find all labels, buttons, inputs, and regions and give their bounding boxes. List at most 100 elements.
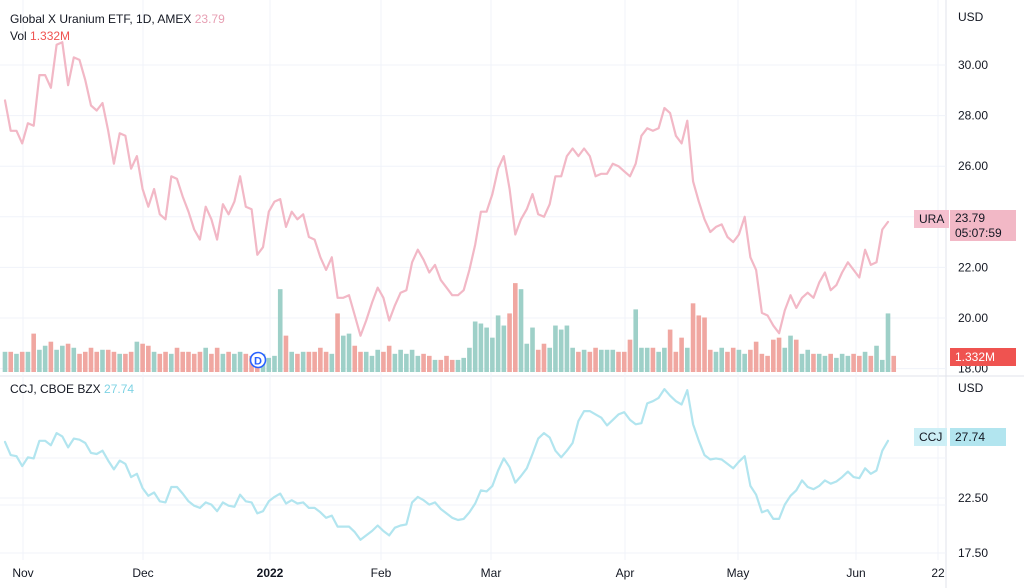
volume-bar [857,355,862,372]
volume-bar [736,349,742,372]
volume-bar [639,347,644,372]
ura-symbol-badge: URA [914,210,950,228]
volume-bar [621,351,627,372]
volume-bar [220,353,226,372]
volume-bar [60,345,65,372]
volume-bar [277,289,283,372]
volume-bar [610,349,616,372]
volume-legend-label: Vol [10,29,27,43]
volume-bar [776,337,782,372]
volume-bar [576,351,581,372]
currency-label-top: USD [958,10,984,24]
volume-bar [616,351,621,372]
volume-bar [438,359,444,372]
volume-bar [696,315,702,372]
volume-legend[interactable]: Vol 1.332M [10,28,70,44]
volume-bar [100,349,105,372]
top-legend-value: 23.79 [194,12,225,26]
volume-bar [558,329,564,372]
volume-legend-value: 1.332M [30,29,71,43]
volume-bar [186,351,191,372]
ccj-symbol-badge: CCJ [914,428,948,446]
volume-bar [31,333,36,372]
volume-bar [874,345,879,372]
volume-bar [243,353,249,372]
volume-bar [363,351,369,372]
volume-bar [679,337,684,372]
volume-bar [415,355,421,372]
x-tick-label: Feb [371,566,392,580]
volume-bar [283,335,289,372]
volume-bar [346,333,352,372]
volume-bar [564,325,570,372]
volume-bar [123,353,128,372]
volume-bar [191,353,197,372]
volume-bar [707,349,713,372]
x-tick-label: Jun [846,566,865,580]
volume-bar [203,347,208,372]
volume-bar [111,351,117,372]
volume-bar [524,343,530,372]
volume-bar [748,349,753,372]
volume-bar [702,317,707,372]
volume-bar [340,335,346,372]
volume-bar [455,359,461,372]
volume-bar [151,351,157,372]
ccj-line-series [3,388,890,541]
volume-bar [398,349,403,372]
volume-bar [88,347,94,372]
volume-bar [811,353,816,372]
volume-bar [375,349,380,372]
volume-bar [719,347,725,372]
volume-bar [197,351,203,372]
volume-bar [845,355,851,372]
volume-bar [237,351,243,372]
volume-bar [805,349,811,372]
volume-bar [65,343,71,372]
volume-bar [793,339,799,372]
bottom-legend[interactable]: CCJ, CBOE BZX 27.74 [10,381,134,397]
volume-bar [501,325,507,372]
volume-bar [799,353,805,372]
top-legend[interactable]: Global X Uranium ETF, 1D, AMEX 23.79 [10,11,225,27]
volume-bar [14,353,19,372]
volume-bar [753,341,759,372]
x-tick-label: Apr [616,566,635,580]
volume-bar [128,351,134,372]
volume-bar [306,351,312,372]
volume-bar [163,351,168,372]
volume-bar [472,321,478,372]
event-markers[interactable]: D [249,351,267,369]
volume-bar [2,351,8,372]
volume-bar [725,351,730,372]
x-tick-label: 2022 [257,566,284,580]
x-tick-label: Nov [12,566,33,580]
volume-bar [667,329,673,372]
volume-bar [553,325,558,372]
volume-bar [467,347,472,372]
volume-bar [879,359,885,372]
volume-bar [633,309,639,372]
volume-bar [581,349,587,372]
volume-bar [644,347,650,372]
ccj-price-badge: 27.74 [950,428,1006,446]
volume-bar [518,289,524,372]
volume-bar [82,351,88,372]
volume-bar [174,347,180,372]
bottom-legend-title: CCJ, CBOE BZX [10,382,101,396]
volume-bar [513,283,518,372]
volume-bar [449,359,455,372]
volume-bar [782,347,788,372]
volume-bar [209,353,214,372]
volume-bar [593,347,598,372]
volume-bar [673,351,679,372]
bottom-legend-value: 27.74 [104,382,135,396]
volume-bar [289,351,294,372]
volume-bar [37,349,42,372]
ura-y-tick-label: 26.00 [958,159,988,173]
volume-bar [140,343,145,372]
volume-bar [828,353,833,372]
volume-bar [771,339,776,372]
dividend-marker-icon[interactable] [249,351,267,369]
